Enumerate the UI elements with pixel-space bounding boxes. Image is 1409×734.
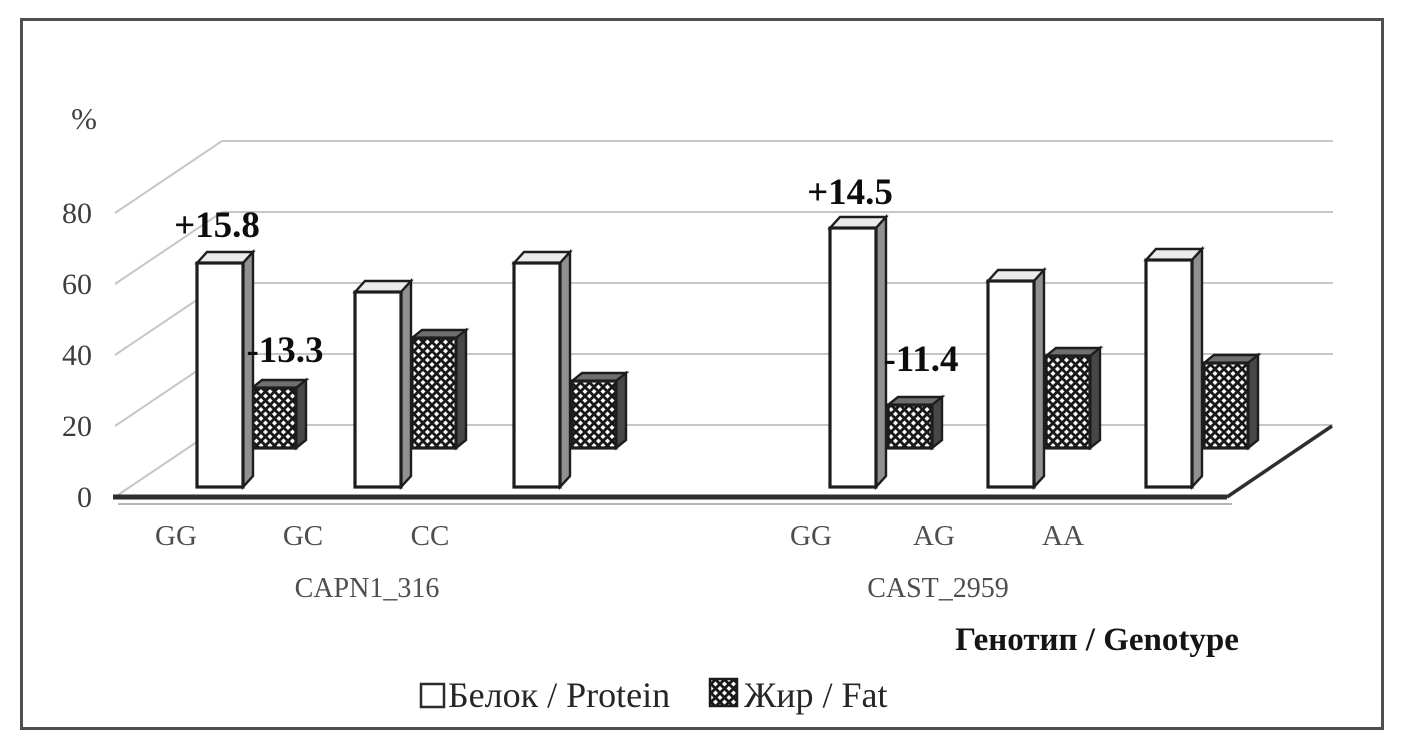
- bar-fat: [1042, 345, 1104, 451]
- category-label: AA: [1042, 520, 1084, 552]
- bar-protein: [827, 213, 889, 491]
- value-annotation: +15.8: [174, 205, 260, 246]
- bar-protein: [511, 248, 573, 491]
- value-annotation: +14.5: [807, 172, 893, 213]
- legend-marker-fat: [708, 677, 739, 708]
- category-label: GC: [283, 520, 323, 552]
- bar-fat-front-face: [570, 379, 618, 450]
- bar-protein: [352, 277, 414, 491]
- category-label: GG: [790, 520, 832, 552]
- bar-fat-front-face: [250, 386, 298, 450]
- bar-protein: [194, 248, 256, 491]
- bar-protein: [985, 266, 1047, 491]
- bar-protein-front-face: [195, 261, 245, 489]
- legend-marker-protein: [419, 682, 446, 709]
- legend-label-fat: Жир / Fat: [744, 675, 888, 715]
- category-label: CC: [411, 520, 450, 552]
- bar-fat: [884, 394, 946, 451]
- bar-fat: [568, 370, 630, 451]
- bar-fat-front-face: [886, 403, 934, 450]
- bar-protein: [1143, 245, 1205, 491]
- bar-protein-front-face: [828, 226, 878, 489]
- bar-protein-front-face: [353, 290, 403, 489]
- bar-protein-front-face: [512, 261, 562, 489]
- legend: Белок / Protein Жир / Fat: [419, 675, 888, 715]
- bar-protein-front-face: [1144, 258, 1194, 489]
- y-tick-label: 20: [62, 410, 92, 443]
- bar-fat: [408, 327, 470, 451]
- bar-fat-front-face: [1044, 354, 1092, 450]
- bars: [194, 213, 1262, 491]
- x-axis-title: Генотип / Genotype: [955, 622, 1239, 658]
- y-tick-label: 0: [77, 481, 92, 514]
- value-annotation: -13.3: [246, 330, 323, 371]
- y-tick-label: 40: [62, 339, 92, 372]
- bar-fat-front-face: [410, 336, 458, 450]
- y-tick-label: 80: [62, 197, 92, 230]
- bar-fat: [1200, 352, 1262, 451]
- category-label: GG: [155, 520, 197, 552]
- y-axis-unit-label: %: [71, 101, 97, 136]
- bar-fat-front-face: [1202, 361, 1250, 450]
- group-label: CAPN1_316: [295, 573, 440, 604]
- y-tick-label: 60: [62, 268, 92, 301]
- legend-label-protein: Белок / Protein: [448, 675, 670, 715]
- floor-right-edge: [1226, 424, 1333, 499]
- bar-protein-front-face: [986, 279, 1036, 489]
- bar-fat: [248, 377, 310, 451]
- category-label: AG: [913, 520, 955, 552]
- gridline-side-diagonal: [114, 211, 223, 285]
- value-annotation: -11.4: [883, 339, 958, 380]
- gridline-side-diagonal: [114, 140, 223, 214]
- axis-labels: 0 20 40 60 80 GG GC CC GG AG AA CAPN1_316 CAST_2959 +…: [62, 172, 1084, 604]
- group-label: CAST_2959: [867, 573, 1009, 604]
- chart-floor: [113, 424, 1333, 505]
